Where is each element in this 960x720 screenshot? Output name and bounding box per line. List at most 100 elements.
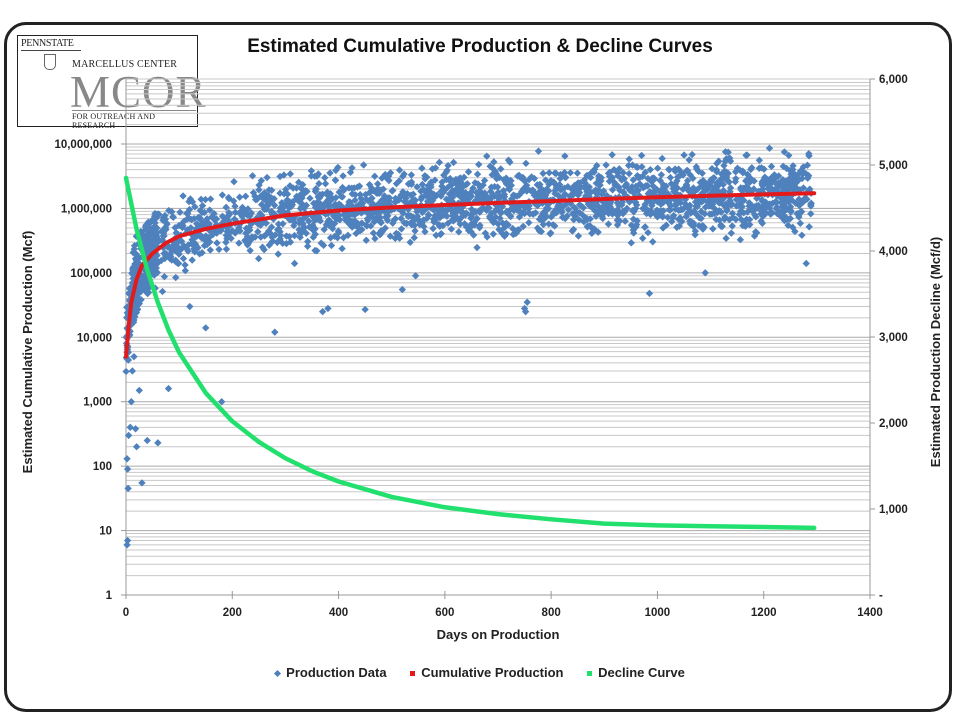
production-point [186, 195, 195, 203]
production-point [410, 221, 419, 229]
production-point [455, 228, 463, 236]
production-point [525, 218, 533, 227]
production-point [672, 189, 680, 197]
y2-tick-label: 5,000 [879, 160, 908, 172]
production-point [503, 209, 511, 217]
slide-frame [4, 22, 952, 712]
production-point [664, 213, 672, 222]
production-point [537, 227, 545, 236]
production-point [222, 238, 230, 247]
production-point [744, 184, 752, 192]
production-point [351, 221, 359, 230]
production-point [406, 238, 414, 246]
production-point [256, 209, 264, 218]
production-point [171, 256, 180, 264]
production-point [255, 181, 263, 189]
production-point [662, 221, 670, 229]
production-point [741, 222, 750, 230]
production-point [675, 222, 683, 230]
production-point [788, 223, 797, 231]
production-point [547, 177, 555, 185]
production-point [302, 201, 311, 210]
production-point [540, 190, 548, 198]
production-point [131, 250, 140, 258]
production-point [449, 217, 458, 225]
production-point [138, 479, 146, 487]
production-point [546, 230, 554, 238]
production-point [290, 231, 299, 240]
y2-tick-label: 6,000 [879, 74, 908, 86]
production-point [569, 190, 578, 199]
production-point [302, 229, 310, 237]
production-point [181, 266, 190, 275]
production-point [188, 240, 196, 248]
production-point [129, 266, 137, 275]
production-point [251, 195, 260, 204]
production-point [573, 169, 582, 177]
production-point [122, 367, 130, 376]
production-point [767, 210, 775, 218]
production-point [440, 171, 448, 179]
production-point [235, 193, 244, 201]
production-point [254, 254, 263, 263]
production-point [489, 230, 498, 238]
y-tick-label: 10,000 [77, 332, 112, 344]
production-point [543, 204, 551, 212]
production-point [638, 163, 646, 171]
production-point [621, 208, 629, 216]
logo-center-name: MARCELLUS CENTER [72, 59, 178, 70]
y-tick-label: 1,000,000 [61, 203, 112, 215]
production-point [157, 256, 165, 265]
production-point [491, 213, 500, 221]
production-point [590, 187, 599, 195]
production-point [276, 172, 284, 181]
production-point [282, 232, 291, 240]
y-tick-label: 1,000 [83, 397, 112, 409]
production-point [128, 367, 137, 375]
production-point [613, 206, 622, 214]
production-point [158, 287, 167, 296]
production-point [632, 163, 641, 171]
production-point [686, 207, 694, 215]
production-point [779, 176, 787, 184]
production-point [435, 158, 444, 167]
production-point [556, 174, 564, 183]
production-point [752, 229, 761, 237]
production-point [483, 152, 491, 160]
production-point [549, 211, 557, 219]
production-point [447, 225, 456, 233]
production-point [697, 198, 706, 206]
production-point [202, 237, 210, 245]
cumulative-production-line [124, 191, 817, 359]
production-point [773, 183, 782, 191]
production-point [410, 234, 418, 242]
production-point [371, 234, 379, 243]
production-point [713, 159, 721, 168]
production-point [721, 148, 730, 156]
production-point [676, 172, 684, 180]
x-tick-label: 1000 [645, 607, 671, 619]
production-point [807, 201, 815, 209]
production-point [290, 259, 299, 268]
production-point [268, 237, 276, 246]
production-point [803, 174, 812, 182]
production-point [604, 220, 613, 228]
legend-marker-production [274, 670, 282, 678]
production-point [282, 185, 290, 194]
production-point [413, 183, 421, 191]
production-point [153, 228, 161, 237]
production-point [388, 187, 396, 195]
production-point [743, 170, 752, 179]
production-point [154, 210, 162, 218]
production-point [632, 223, 640, 231]
production-point [514, 172, 522, 180]
production-point [766, 200, 774, 208]
production-point [608, 151, 616, 159]
production-point [628, 187, 637, 196]
production-point [343, 215, 351, 223]
y2-tick-label: 1,000 [879, 504, 908, 516]
x-tick-label: 600 [435, 607, 454, 619]
production-point [257, 192, 265, 200]
production-point [789, 162, 797, 170]
production-point [807, 210, 815, 218]
